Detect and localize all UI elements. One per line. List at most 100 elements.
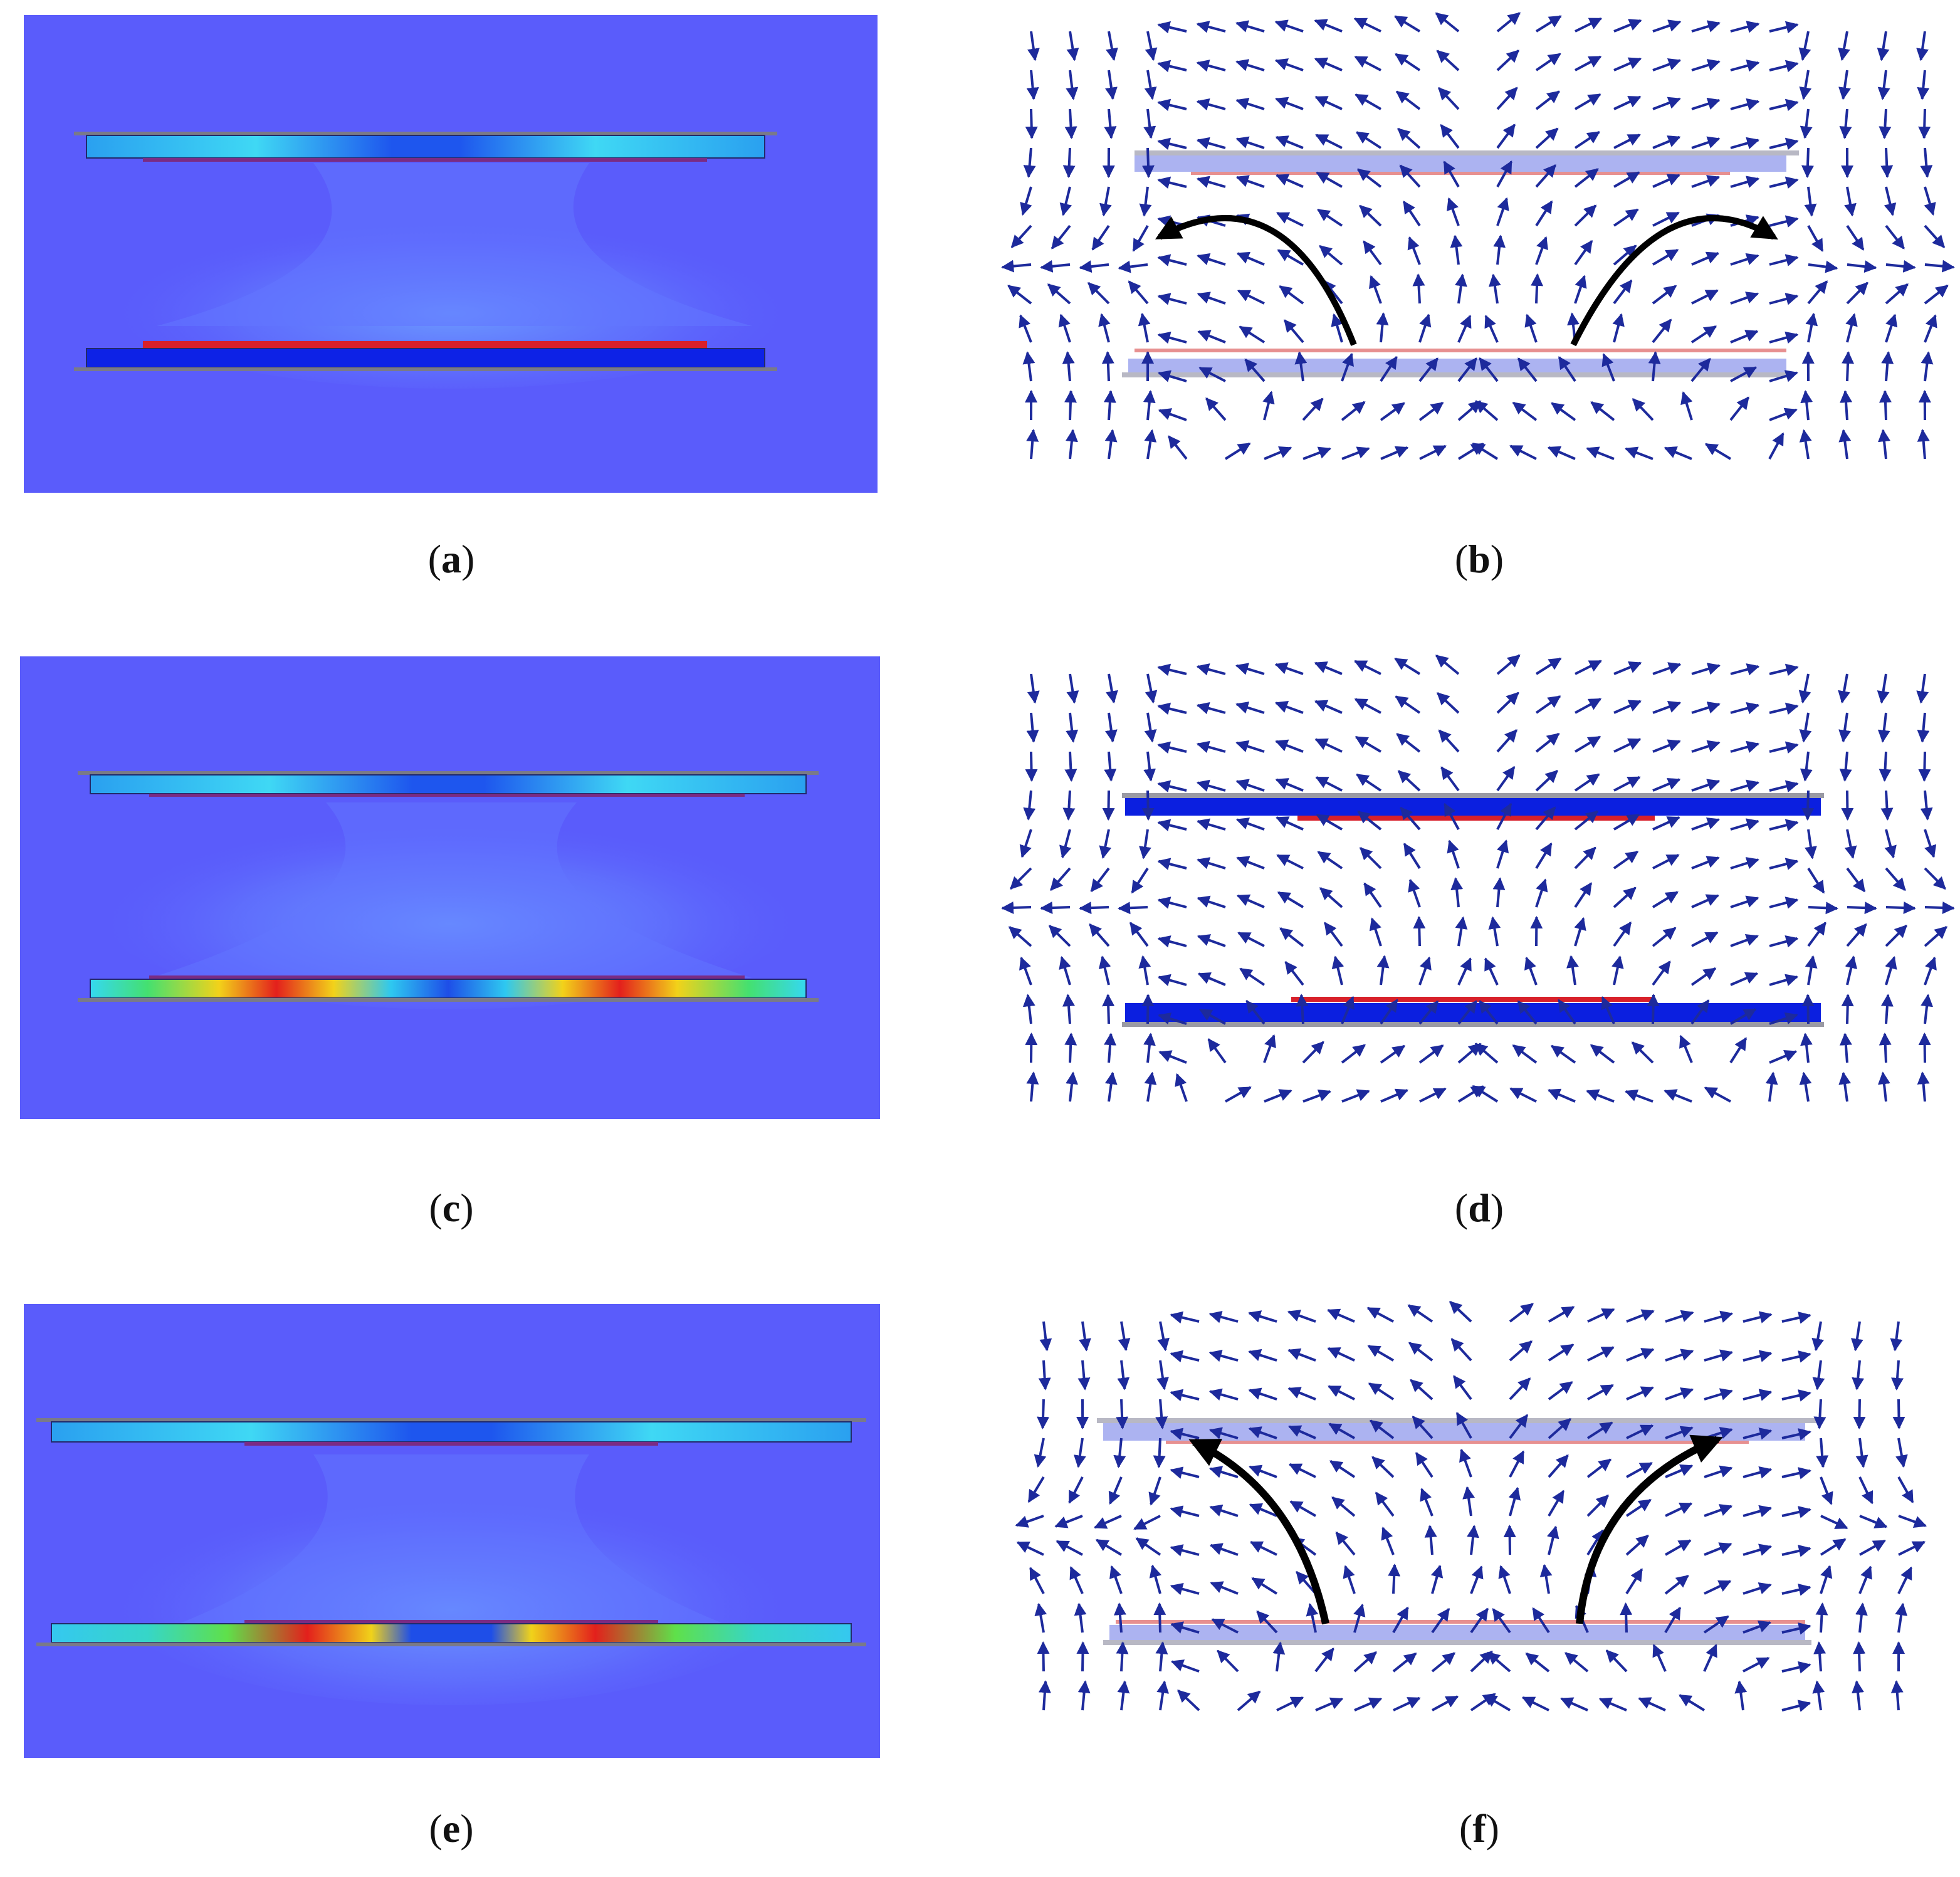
field-arrow <box>1679 1694 1706 1711</box>
field-arrow <box>1535 878 1548 908</box>
field-arrow <box>1509 1450 1525 1478</box>
field-arrow <box>1703 1644 1717 1672</box>
field-arrow <box>1916 673 1929 704</box>
field-arrow <box>1690 325 1717 344</box>
field-arrow <box>1885 902 1916 915</box>
field-arrow <box>1691 175 1721 188</box>
field-arrow <box>1840 390 1853 421</box>
field-arrow <box>1743 1389 1773 1401</box>
field-arrow <box>1157 331 1187 344</box>
field-arrow <box>1363 240 1382 266</box>
field-arrow <box>1196 60 1226 72</box>
field-arrow <box>1652 960 1671 986</box>
field-arrow <box>1691 20 1721 33</box>
field-arrow <box>1898 1540 1926 1556</box>
field-arrow <box>1440 766 1460 792</box>
field-arrow <box>1447 839 1460 869</box>
field-arrow <box>1587 1384 1614 1401</box>
field-arrow <box>1885 955 1897 986</box>
field-arrow <box>1244 358 1266 382</box>
field-arrow <box>1743 1350 1773 1362</box>
field-arrow <box>1264 1089 1292 1103</box>
field-arrow <box>1106 673 1118 704</box>
field-arrow <box>1845 313 1858 343</box>
field-arrow <box>1586 1529 1605 1556</box>
caption-d: (d) <box>1454 1186 1504 1230</box>
field-arrow <box>1885 313 1898 343</box>
field-arrow <box>1418 1000 1439 1025</box>
field-arrow <box>1341 401 1366 421</box>
field-arrow <box>1157 819 1187 831</box>
field-arrow <box>1730 176 1760 188</box>
field-arrow <box>1315 134 1343 149</box>
field-arrow <box>1704 1310 1734 1323</box>
field-arrow <box>1209 1466 1239 1478</box>
field-arrow <box>1879 390 1892 421</box>
field-arrow <box>1613 850 1639 870</box>
field-arrow <box>1354 698 1381 714</box>
field-arrow <box>1535 842 1553 870</box>
field-arrow <box>1845 955 1858 986</box>
field-arrow <box>1016 1541 1044 1556</box>
field-arrow <box>1208 1349 1239 1362</box>
field-arrow <box>1535 200 1553 227</box>
field-arrow <box>1091 224 1110 251</box>
field-arrow <box>1149 1564 1162 1594</box>
field-arrow <box>1157 896 1187 909</box>
field-arrow <box>1224 442 1251 460</box>
field-arrow <box>1287 1310 1316 1323</box>
field-arrow <box>1394 657 1421 675</box>
field-arrow <box>1279 285 1304 305</box>
caption-b: (b) <box>1454 537 1504 581</box>
field-arrow <box>1575 660 1602 675</box>
field-arrow <box>1691 779 1721 792</box>
field-arrow <box>1064 390 1077 421</box>
field-arrow <box>1525 1652 1550 1673</box>
field-arrow <box>1704 1349 1734 1362</box>
field-arrow <box>1586 1458 1612 1478</box>
field-arrow <box>1924 186 1936 216</box>
field-arrow <box>1359 204 1382 227</box>
field-arrow <box>1064 108 1077 139</box>
field-arrow <box>1652 58 1682 71</box>
field-arrow <box>1157 293 1187 305</box>
field-arrow <box>1399 164 1421 188</box>
field-arrow <box>1157 60 1187 73</box>
field-arrow <box>1068 1476 1084 1504</box>
field-arrow <box>1170 1350 1200 1363</box>
field-arrow <box>1368 1382 1395 1401</box>
field-arrow <box>1132 225 1149 252</box>
field-arrow <box>1839 1033 1852 1063</box>
caption-f-letter: f <box>1472 1806 1486 1851</box>
field-arrow <box>1800 108 1813 139</box>
field-arrow <box>1418 357 1439 382</box>
field-arrow <box>1769 974 1799 986</box>
field-arrow <box>1895 1602 1908 1633</box>
field-arrow <box>1496 765 1516 792</box>
field-arrow <box>1315 776 1343 792</box>
field-arrow <box>1366 1307 1394 1323</box>
field-arrow <box>1143 1033 1156 1063</box>
field-arrow <box>1196 818 1226 831</box>
field-arrow <box>1743 1543 1773 1556</box>
field-arrow <box>1807 867 1825 894</box>
field-arrow <box>1769 935 1799 948</box>
field-arrow <box>1177 1689 1200 1711</box>
field-arrow <box>1730 818 1759 831</box>
field-arrow <box>1235 779 1265 792</box>
field-arrow <box>1237 932 1265 947</box>
field-arrow <box>1317 851 1343 870</box>
field-arrow <box>1781 1389 1811 1402</box>
field-arrow <box>1196 740 1226 754</box>
field-arrow <box>1730 98 1760 111</box>
field-arrow <box>1066 1071 1078 1102</box>
field-arrow <box>1139 186 1152 217</box>
field-arrow <box>1917 1071 1930 1102</box>
field-arrow <box>1665 1310 1694 1323</box>
field-arrow <box>1158 408 1187 421</box>
field-arrow <box>1249 1464 1277 1478</box>
field-arrow <box>1157 780 1187 793</box>
field-arrow <box>1023 790 1036 821</box>
field-arrow <box>1550 1044 1576 1064</box>
field-arrow <box>1248 1426 1277 1439</box>
